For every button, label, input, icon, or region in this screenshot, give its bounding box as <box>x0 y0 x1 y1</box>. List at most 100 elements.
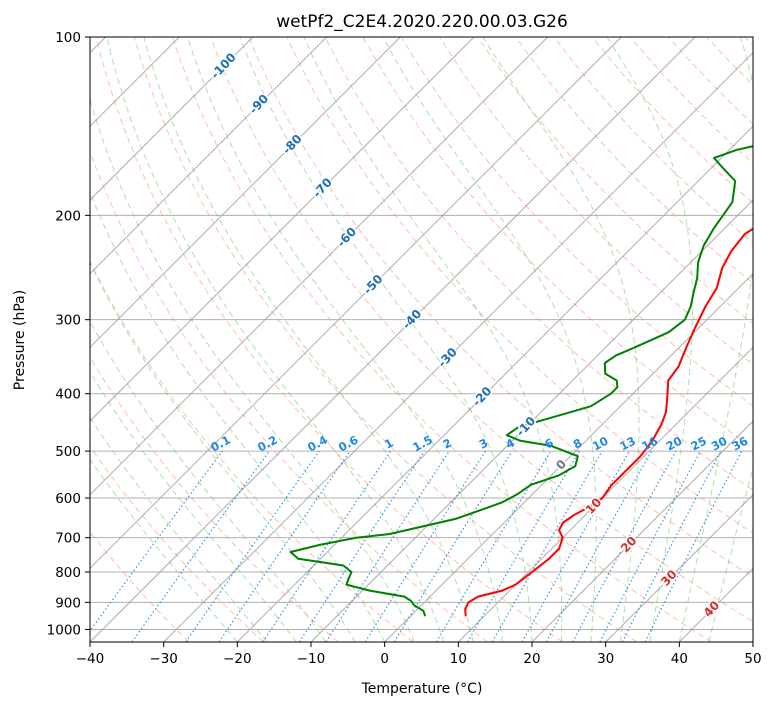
y-tick-label: 600 <box>55 491 81 507</box>
isotherm <box>236 125 753 642</box>
x-tick-label: 40 <box>671 651 688 667</box>
dry-adiabat <box>90 445 264 642</box>
dewpoint-profile <box>289 145 753 617</box>
isotherm <box>90 37 475 422</box>
y-tick-label: 1000 <box>47 622 81 638</box>
y-axis-label: Pressure (hPa) <box>12 290 28 390</box>
mixing-ratio-line <box>325 450 450 642</box>
moist-adiabat <box>90 370 297 642</box>
mixing-ratio-line <box>298 450 425 642</box>
isotherm <box>457 346 753 642</box>
mixing-ratio-line <box>90 450 223 632</box>
mixing-ratio-label: 16 <box>639 434 660 454</box>
x-tick-label: 0 <box>380 651 389 667</box>
moist-adiabat <box>90 458 238 642</box>
x-tick-label: 20 <box>523 651 540 667</box>
mixing-ratio-line <box>644 450 743 642</box>
mixing-ratio-label: 2 <box>441 435 455 451</box>
y-tick-label: 300 <box>55 313 81 329</box>
x-tick-label: −30 <box>149 651 178 667</box>
moist-adiabat <box>106 37 445 642</box>
dry-adiabat <box>90 150 488 642</box>
dry-adiabat <box>706 37 753 86</box>
dry-adiabat <box>591 37 753 204</box>
y-tick-label: 400 <box>55 387 81 403</box>
x-tick-label: 30 <box>597 651 614 667</box>
isotherm <box>752 641 753 642</box>
dry-adiabat <box>324 37 753 491</box>
dry-adiabat <box>133 37 638 642</box>
isotherm <box>90 37 549 496</box>
isotherm <box>678 567 753 642</box>
mixing-ratio-line <box>131 450 270 642</box>
isotherm <box>163 51 753 642</box>
plot-frame <box>89 36 754 643</box>
moist-adiabat <box>482 37 640 642</box>
isotherm <box>90 37 401 349</box>
mixing-ratio-line <box>262 450 392 642</box>
dry-adiabat <box>90 356 339 642</box>
isotherm <box>310 199 753 642</box>
dry-adiabat <box>248 37 753 578</box>
mixing-ratio-label: 30 <box>709 434 730 454</box>
moist-adiabat <box>90 320 327 642</box>
isotherm <box>531 420 753 642</box>
x-tick-label: −10 <box>297 651 326 667</box>
moist-adiabat <box>606 37 694 642</box>
chart-title: wetPf2_C2E4.2020.220.00.03.G26 <box>276 12 568 32</box>
y-tick-label: 900 <box>55 595 81 611</box>
isotherm <box>90 37 622 570</box>
mixing-ratio-label: 10 <box>590 434 611 454</box>
dry-adiabat <box>553 37 753 244</box>
moist-adiabat <box>90 416 268 642</box>
isotherm-label: -100 <box>208 50 239 82</box>
moist-adiabat <box>90 261 356 642</box>
dry-adiabat <box>90 259 414 642</box>
dry-adiabat <box>95 37 563 642</box>
dry-adiabat <box>171 37 712 642</box>
moist-adiabat <box>187 37 503 642</box>
y-tick-label: 500 <box>55 444 81 460</box>
x-axis-label: Temperature (°C) <box>361 681 483 697</box>
x-tick-label: −40 <box>76 651 105 667</box>
mixing-ratio-line <box>545 450 653 642</box>
mixing-ratio-line <box>521 450 631 642</box>
dry-adiabat <box>668 37 753 125</box>
moist-adiabat <box>678 37 753 642</box>
temperature-profile <box>464 227 753 617</box>
dry-adiabat <box>515 37 753 284</box>
mixing-ratio-line <box>218 450 351 642</box>
isotherm <box>384 272 753 642</box>
mixing-ratio-label: 6 <box>542 436 556 452</box>
mixing-ratio-label: 20 <box>664 434 685 454</box>
mixing-ratio-label: 8 <box>571 435 585 451</box>
y-tick-label: 700 <box>55 531 81 547</box>
moist-adiabat <box>303 37 563 642</box>
dry-adiabat <box>744 37 753 47</box>
isotherm <box>90 37 254 201</box>
mixing-ratio-line <box>364 450 486 642</box>
mixing-ratio-label: 25 <box>688 434 709 454</box>
y-tick-label: 200 <box>55 208 81 224</box>
dry-adiabat <box>210 37 753 623</box>
dry-adiabat <box>90 531 190 642</box>
isotherm <box>90 37 696 642</box>
y-tick-label: 800 <box>55 565 81 581</box>
x-tick-label: −20 <box>223 651 252 667</box>
mixing-ratio-line <box>466 450 580 642</box>
mixing-ratio-label: 13 <box>617 434 638 454</box>
moist-adiabat <box>239 37 533 642</box>
mixing-ratio-line <box>599 450 702 642</box>
moist-adiabat <box>90 190 386 642</box>
isotherm <box>605 493 753 642</box>
mixing-ratio-line <box>185 450 320 642</box>
isotherm <box>90 37 328 275</box>
dry-adiabat <box>286 37 753 534</box>
x-tick-label: 50 <box>744 651 761 667</box>
mixing-ratio-line <box>572 450 677 642</box>
mixing-ratio-line <box>393 450 513 642</box>
x-tick-label: 10 <box>450 651 467 667</box>
mixing-ratio-label: 36 <box>730 434 751 454</box>
